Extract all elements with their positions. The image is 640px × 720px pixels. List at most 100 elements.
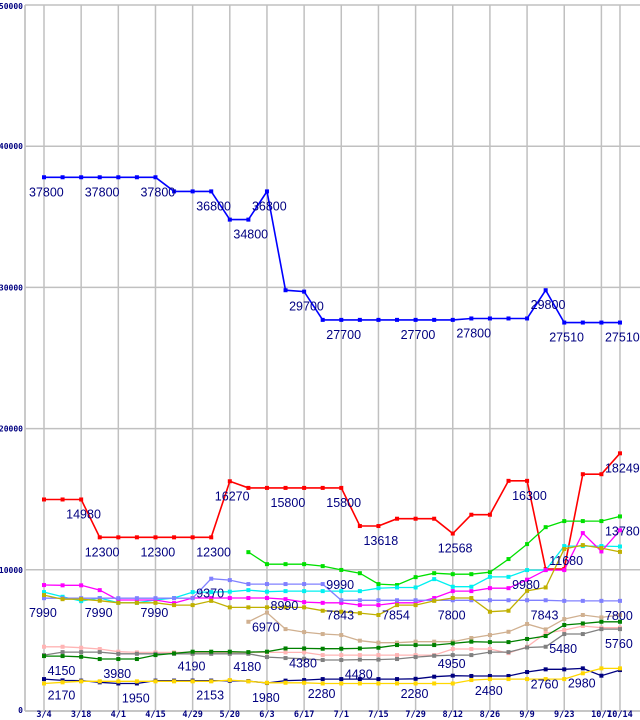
data-point-lime [320,564,325,569]
data-point-olive [617,549,622,554]
data-point-lavender [283,582,288,587]
data-point-blue [506,316,511,321]
data-point-blue [42,175,46,180]
data-point-blue [395,317,400,322]
data-point-darkgreen [153,653,158,658]
data-label: 4180 [233,660,261,674]
data-point-lavender [97,596,102,601]
data-label: 15800 [271,496,306,510]
data-point-darkgreen [357,646,362,651]
x-tick-label: 6/3 [259,710,274,720]
data-point-darkgreen [116,657,121,662]
data-point-red [617,451,622,456]
data-point-darkgreen [469,639,474,644]
series-cyan [42,544,622,605]
data-point-red [97,535,102,540]
data-point-lavender [376,598,381,603]
data-point-olive [450,596,455,601]
data-point-darkgreen [413,643,418,648]
data-label: 34800 [233,228,268,242]
data-point-red [432,516,437,521]
data-point-navy [450,673,455,678]
data-point-gray [487,650,492,655]
data-point-red [209,535,214,540]
data-point-darkgreen [246,650,251,655]
data-label: 5480 [549,642,577,656]
data-point-pink [339,653,344,658]
x-tick-label: 8/12 [443,710,463,720]
data-point-magenta [79,583,84,588]
data-point-lavender [487,598,492,603]
series-red [42,451,622,572]
series-layer [42,175,622,686]
data-point-darkgreen [79,654,84,659]
data-point-red [283,485,288,490]
data-point-blue [357,317,362,322]
data-point-olive [209,598,214,603]
data-point-gray [413,655,418,660]
data-point-lavender [209,576,214,581]
data-point-magenta [543,568,548,573]
data-label: 5760 [605,637,633,651]
data-point-blue [79,175,84,180]
series-line-red [44,452,621,570]
data-point-olive [339,609,344,614]
data-point-magenta [357,603,362,608]
data-point-lavender [134,596,139,601]
data-label: 3980 [103,667,131,681]
data-point-cyan [506,574,511,579]
data-point-gold [395,681,400,686]
data-point-cyan [432,577,437,582]
data-point-gold [134,679,139,684]
data-point-olive [395,603,400,608]
data-point-olive [79,597,84,602]
data-point-cyan [190,590,195,595]
data-point-gray [617,627,622,632]
data-point-gray [469,653,474,658]
data-point-darkgreen [580,621,585,626]
data-point-darkgreen [172,651,177,656]
data-point-blue [413,317,418,322]
data-point-magenta [599,549,604,554]
data-point-lavender [357,598,362,603]
data-point-olive [60,597,65,602]
data-point-lime [617,514,622,519]
data-point-blue [543,288,548,293]
y-tick-label: 30000 [0,283,23,292]
x-tick-label: 9/23 [554,710,574,720]
data-label: 4480 [345,668,373,682]
data-point-olive [153,600,158,605]
data-point-blue [339,317,344,322]
data-point-tan [580,612,585,617]
data-point-gold [209,679,214,684]
data-point-gray [190,651,195,656]
data-point-olive [376,612,381,617]
data-point-gray [357,657,362,662]
data-point-cyan [209,590,214,595]
series-line-magenta [43,529,621,606]
data-label: 12300 [196,545,231,559]
data-point-darkgreen [432,643,437,648]
data-point-lavender [543,598,548,603]
y-axis: 0 10000 20000 30000 40000 50000 [0,2,23,715]
data-point-gold [153,679,158,684]
x-tick-label: 7/15 [368,710,388,720]
data-label: 9980 [512,578,540,592]
data-point-gold [320,681,325,686]
data-point-navy [376,677,381,682]
data-label: 37800 [85,185,120,199]
data-label: 1950 [122,691,150,705]
data-point-lime [599,519,604,524]
data-point-red [450,531,455,536]
data-point-tan [376,640,381,645]
data-point-tan [395,640,400,645]
data-point-gray [227,651,232,656]
data-point-lime [283,562,288,567]
data-point-darkgreen [487,640,492,645]
data-point-olive [525,588,530,593]
data-point-olive [487,609,492,614]
data-point-cyan [469,584,474,589]
data-point-darkgreen [525,636,530,641]
data-label: 11680 [549,554,583,568]
data-point-gold [543,677,548,682]
